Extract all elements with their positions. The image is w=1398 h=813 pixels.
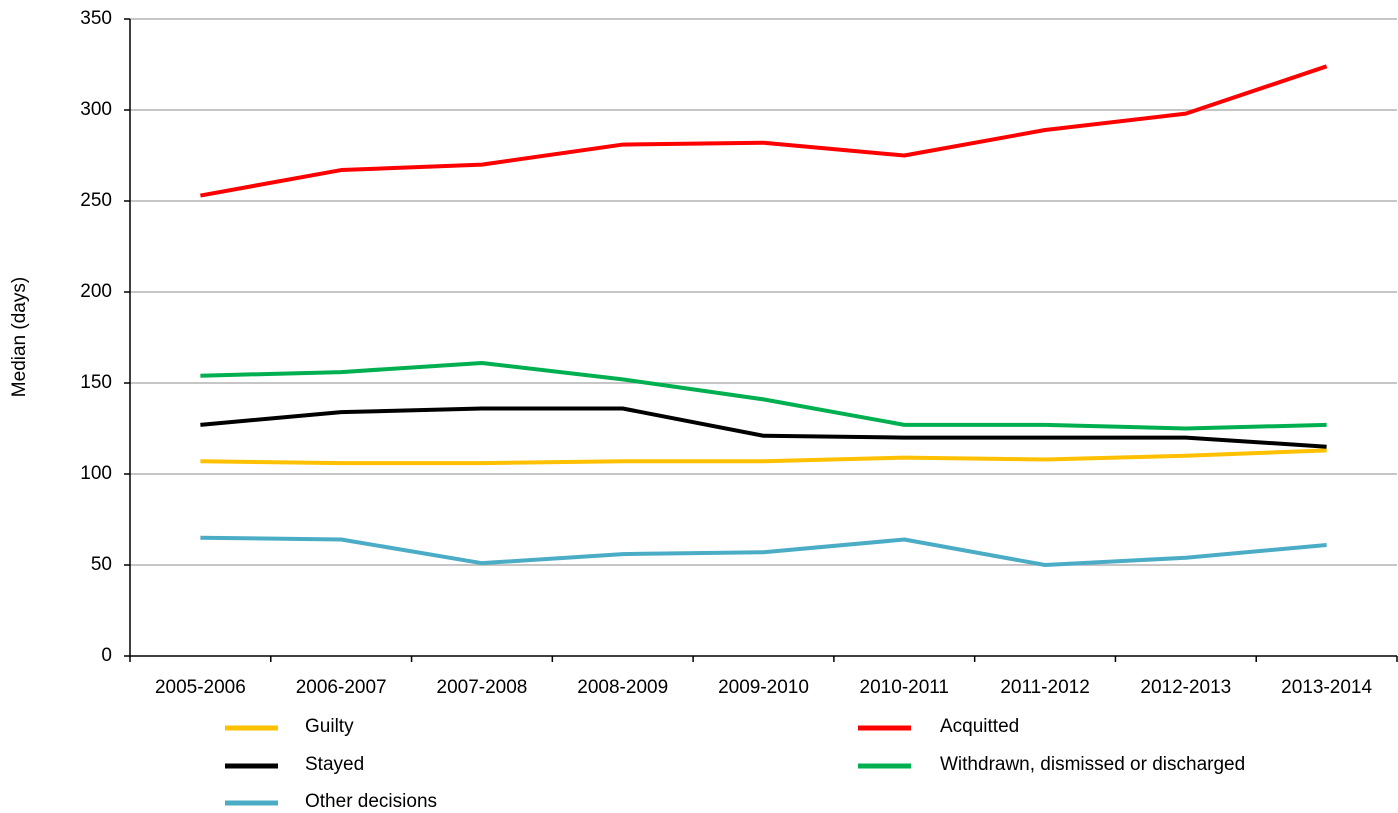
x-tick-label: 2008-2009 [577, 677, 668, 698]
y-tick-label: 150 [80, 372, 112, 393]
x-tick-label: 2006-2007 [296, 677, 387, 698]
x-tick-label: 2009-2010 [718, 677, 809, 698]
y-tick-label: 250 [80, 190, 112, 211]
y-tick-label: 300 [80, 99, 112, 120]
series-line [200, 360, 1327, 431]
series-line [200, 406, 1327, 449]
series-line [200, 535, 1327, 567]
y-tick-label: 50 [91, 554, 112, 575]
x-tick-label: 2005-2006 [155, 677, 246, 698]
y-tick-label: 100 [80, 463, 112, 484]
x-tick-label: 2007-2008 [437, 677, 528, 698]
legend-label: Stayed [305, 754, 364, 775]
legend-label: Other decisions [305, 791, 437, 812]
x-tick-label: 2013-2014 [1281, 677, 1372, 698]
x-tick-label: 2012-2013 [1140, 677, 1231, 698]
y-axis-label: Median (days) [9, 277, 30, 397]
y-tick-label: 200 [80, 281, 112, 302]
y-tick-label: 0 [101, 645, 112, 666]
legend-label: Guilty [305, 716, 354, 737]
x-tick-label: 2011-2012 [1000, 677, 1089, 698]
series-line [200, 448, 1327, 466]
legend-label: Acquitted [940, 716, 1019, 737]
series-line [200, 64, 1328, 198]
legend-label: Withdrawn, dismissed or discharged [940, 754, 1245, 775]
x-tick-label: 2010-2011 [860, 677, 949, 698]
y-tick-label: 350 [80, 8, 112, 29]
